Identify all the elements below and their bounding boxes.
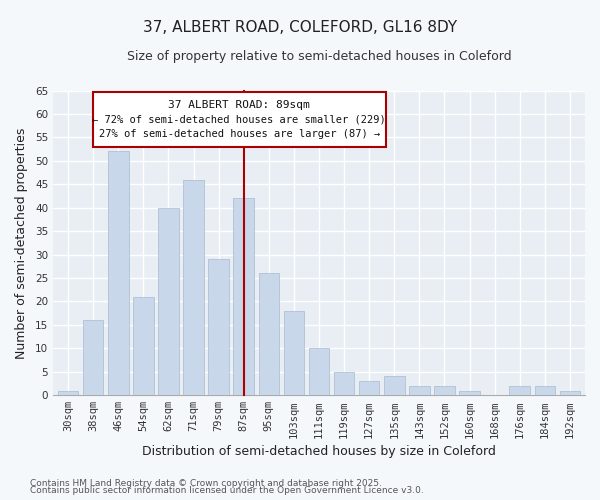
- Text: Contains HM Land Registry data © Crown copyright and database right 2025.: Contains HM Land Registry data © Crown c…: [30, 478, 382, 488]
- Text: 27% of semi-detached houses are larger (87) →: 27% of semi-detached houses are larger (…: [98, 128, 380, 138]
- Bar: [83, 320, 103, 395]
- Bar: [284, 311, 304, 395]
- Bar: [183, 180, 204, 395]
- Text: ← 72% of semi-detached houses are smaller (229): ← 72% of semi-detached houses are smalle…: [92, 114, 386, 124]
- FancyBboxPatch shape: [93, 92, 386, 147]
- Bar: [233, 198, 254, 395]
- Bar: [384, 376, 404, 395]
- Bar: [509, 386, 530, 395]
- Bar: [58, 390, 79, 395]
- Bar: [208, 260, 229, 395]
- X-axis label: Distribution of semi-detached houses by size in Coleford: Distribution of semi-detached houses by …: [142, 444, 496, 458]
- Bar: [560, 390, 580, 395]
- Bar: [409, 386, 430, 395]
- Bar: [259, 274, 279, 395]
- Bar: [108, 152, 128, 395]
- Bar: [359, 381, 379, 395]
- Bar: [158, 208, 179, 395]
- Bar: [133, 297, 154, 395]
- Text: 37 ALBERT ROAD: 89sqm: 37 ALBERT ROAD: 89sqm: [169, 100, 310, 110]
- Text: 37, ALBERT ROAD, COLEFORD, GL16 8DY: 37, ALBERT ROAD, COLEFORD, GL16 8DY: [143, 20, 457, 35]
- Bar: [309, 348, 329, 395]
- Bar: [535, 386, 555, 395]
- Bar: [434, 386, 455, 395]
- Title: Size of property relative to semi-detached houses in Coleford: Size of property relative to semi-detach…: [127, 50, 511, 63]
- Bar: [334, 372, 355, 395]
- Y-axis label: Number of semi-detached properties: Number of semi-detached properties: [15, 127, 28, 358]
- Bar: [459, 390, 480, 395]
- Text: Contains public sector information licensed under the Open Government Licence v3: Contains public sector information licen…: [30, 486, 424, 495]
